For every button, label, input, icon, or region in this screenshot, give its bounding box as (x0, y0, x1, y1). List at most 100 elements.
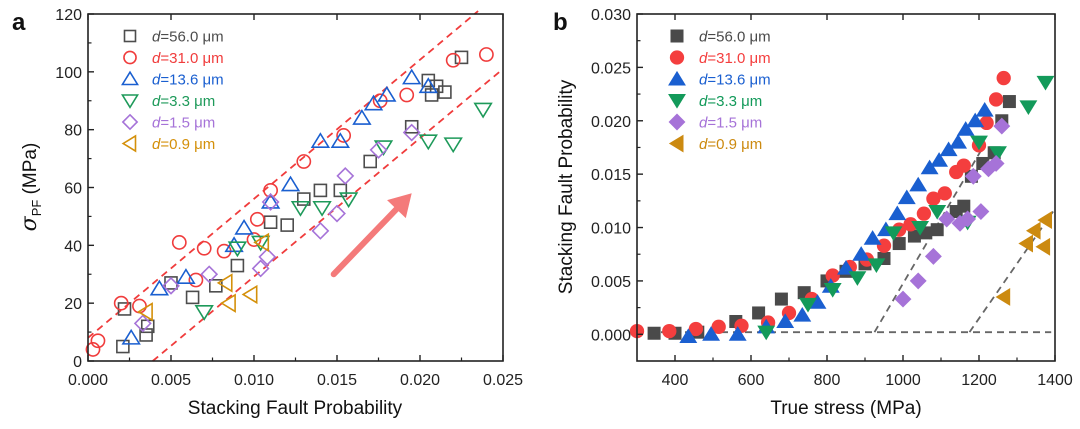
data-point (964, 167, 982, 185)
legend-label-var: d (152, 136, 161, 153)
data-point (752, 306, 766, 320)
data-point (808, 294, 827, 309)
data-point (424, 88, 439, 102)
data-point (993, 117, 1011, 135)
legend-label-value: =0.9 μm (160, 136, 215, 153)
trend-arrow-shaft (330, 196, 409, 278)
data-point (220, 293, 236, 313)
y-tick-label: 120 (55, 7, 82, 24)
data-point (185, 290, 200, 305)
data-point (957, 199, 971, 213)
legend-item: d=0.9 μm (121, 134, 215, 153)
legend-item: d=1.5 μm (121, 113, 215, 132)
x-tick-label: 0.005 (151, 372, 191, 389)
legend-label-var: d (699, 93, 708, 110)
legend-item: d=13.6 μm (121, 70, 224, 89)
data-point (1019, 100, 1038, 116)
legend-label-var: d (699, 29, 708, 46)
data-point (363, 154, 378, 169)
x-tick-label: 0.010 (234, 372, 274, 389)
data-point (312, 200, 332, 217)
panel-b-legend: d=56.0 μmd=31.0 μmd=13.6 μmd=3.3 μmd=1.5… (668, 29, 771, 153)
data-point (979, 115, 994, 131)
data-point (909, 176, 928, 192)
data-point (995, 288, 1011, 306)
data-point (230, 258, 245, 273)
data-point (1035, 237, 1051, 256)
data-point (263, 182, 278, 198)
panel-a-legend: d=56.0 μmd=31.0 μmd=13.6 μmd=3.3 μmd=1.5… (121, 29, 224, 153)
data-point (176, 268, 196, 284)
panel-b-label: b (553, 9, 568, 36)
legend-label: d=0.9 μm (699, 136, 762, 153)
x-tick-label: 600 (738, 372, 765, 389)
data-point (296, 192, 311, 206)
data-point (926, 191, 941, 206)
data-point (336, 167, 355, 185)
data-point (1037, 211, 1052, 230)
panel-a-label: a (12, 9, 26, 36)
panel-a-y-axis-title: σPF (MPa) (17, 143, 44, 232)
data-point (911, 221, 930, 236)
data-point (404, 119, 419, 134)
data-point (988, 92, 1004, 107)
legend-label-value: =1.5 μm (160, 115, 215, 132)
data-point (149, 279, 170, 296)
data-point (478, 47, 494, 62)
series-triangle-left (995, 211, 1052, 306)
y-tick-label: 60 (64, 181, 82, 198)
panel-a-x-axis-title: Stacking Fault Probability (188, 398, 403, 419)
legend-marker-triangle-left (121, 134, 137, 153)
legend-marker-diamond (668, 113, 686, 131)
data-point (196, 240, 212, 256)
panel-a-plot-frame (87, 13, 504, 362)
y-tick-label: 40 (64, 238, 82, 255)
data-point (418, 77, 438, 94)
data-point (402, 68, 422, 85)
series-triangle-left (137, 232, 270, 322)
y-tick-label: 20 (64, 296, 82, 313)
legend-marker-circle (669, 50, 685, 65)
legend-item: d=13.6 μm (668, 70, 771, 89)
legend-label-value: =1.5 μm (707, 115, 762, 132)
data-point (956, 121, 975, 136)
data-point (972, 203, 990, 220)
y-tick-label: 0.015 (591, 167, 631, 184)
y-tick-label: 0.000 (591, 327, 631, 344)
legend-label-var: d (699, 72, 708, 89)
legend-marker-triangle-down (668, 94, 686, 109)
data-point (473, 102, 493, 119)
data-point (363, 94, 384, 111)
panel-b-reference-lines (637, 147, 1054, 334)
data-point (989, 146, 1007, 161)
legend-label: d=0.9 μm (152, 136, 215, 153)
series-triangle-down (194, 102, 493, 321)
data-point (258, 247, 277, 266)
data-point (399, 87, 415, 103)
data-point (688, 321, 704, 337)
series-triangle-up (121, 68, 438, 345)
data-point (251, 259, 270, 278)
data-point (85, 342, 101, 357)
legend-label-var: d (152, 72, 161, 89)
legend-label-value: =13.6 μm (160, 72, 223, 89)
panel-a-reference-lines (87, 10, 504, 362)
data-point (113, 295, 129, 311)
data-point (1018, 234, 1033, 253)
data-point (90, 333, 106, 349)
data-point (894, 290, 912, 308)
data-point (1025, 221, 1041, 240)
data-point (662, 323, 677, 339)
legend-marker-diamond (121, 113, 139, 131)
y-tick-label: 80 (64, 123, 82, 140)
data-point (216, 273, 233, 293)
reference-line-2 (152, 68, 504, 362)
data-point (263, 215, 278, 229)
data-point (260, 192, 281, 209)
data-point (939, 141, 958, 157)
data-point (996, 70, 1011, 86)
x-tick-label: 1000 (885, 372, 921, 389)
legend-marker-circle (123, 50, 137, 65)
legend-label-var: d (152, 93, 161, 110)
